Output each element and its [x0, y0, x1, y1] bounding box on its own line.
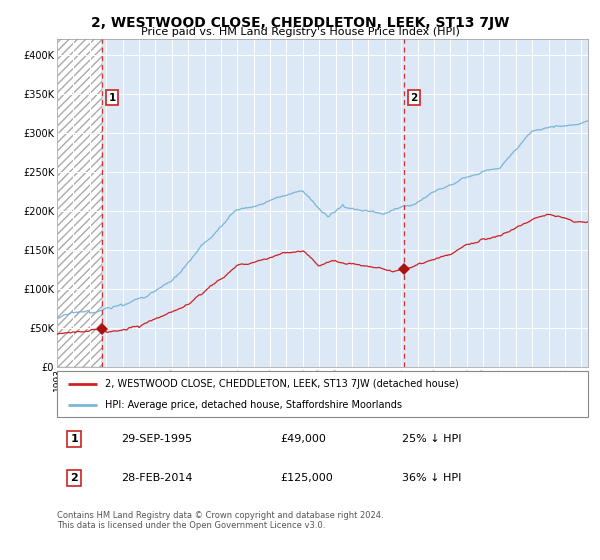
Text: 29-SEP-1995: 29-SEP-1995 — [121, 434, 192, 444]
Text: £49,000: £49,000 — [280, 434, 326, 444]
Text: 2, WESTWOOD CLOSE, CHEDDLETON, LEEK, ST13 7JW (detached house): 2, WESTWOOD CLOSE, CHEDDLETON, LEEK, ST1… — [105, 379, 458, 389]
Bar — [102, 39, 588, 367]
Text: 1: 1 — [70, 434, 78, 444]
Text: £125,000: £125,000 — [280, 473, 333, 483]
Text: 28-FEB-2014: 28-FEB-2014 — [121, 473, 192, 483]
Text: 25% ↓ HPI: 25% ↓ HPI — [402, 434, 461, 444]
Bar — [57, 39, 102, 367]
Text: Contains HM Land Registry data © Crown copyright and database right 2024.
This d: Contains HM Land Registry data © Crown c… — [57, 511, 383, 530]
Text: 2: 2 — [70, 473, 78, 483]
Text: 2: 2 — [410, 93, 418, 102]
Text: Price paid vs. HM Land Registry's House Price Index (HPI): Price paid vs. HM Land Registry's House … — [140, 27, 460, 37]
Text: 36% ↓ HPI: 36% ↓ HPI — [402, 473, 461, 483]
Text: 1: 1 — [109, 93, 116, 102]
Text: 2, WESTWOOD CLOSE, CHEDDLETON, LEEK, ST13 7JW: 2, WESTWOOD CLOSE, CHEDDLETON, LEEK, ST1… — [91, 16, 509, 30]
Bar — [57, 39, 102, 367]
Bar — [57, 39, 102, 367]
Text: HPI: Average price, detached house, Staffordshire Moorlands: HPI: Average price, detached house, Staf… — [105, 400, 402, 410]
